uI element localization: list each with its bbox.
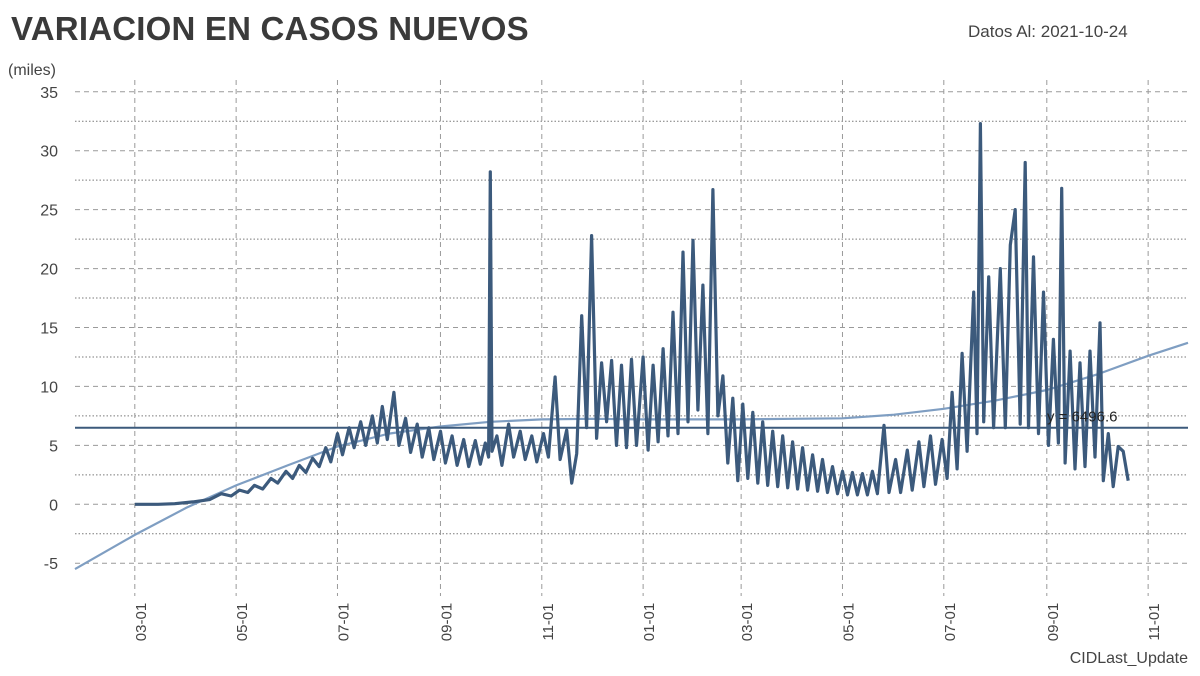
x-tick-label: 09-01	[438, 603, 455, 641]
x-tick-label: 05-01	[234, 603, 251, 641]
footer-label: CIDLast_Update	[1069, 650, 1188, 667]
y-tick-label: 10	[40, 379, 58, 396]
x-tick-label: 11-01	[540, 603, 557, 640]
x-gridlines	[134, 80, 1149, 596]
data-date-label: Datos Al: 2021-10-24	[968, 22, 1128, 41]
y-gridlines	[75, 91, 1188, 564]
x-tick-label: 07-01	[335, 603, 352, 641]
y-tick-label: 25	[40, 203, 58, 220]
x-tick-label: 01-01	[641, 603, 658, 641]
trend-line	[74, 341, 1189, 571]
page-title: VARIACION EN CASOS NUEVOS	[11, 10, 529, 47]
y-tick-label: 5	[49, 438, 58, 455]
y-tick-label: 20	[40, 262, 58, 279]
x-tick-label: 07-01	[942, 603, 959, 641]
y-tick-label: 35	[40, 85, 58, 102]
x-tick-label: 05-01	[840, 603, 857, 641]
y-tick-label: 30	[40, 144, 58, 161]
daily-cases-line	[134, 122, 1130, 506]
x-tick-label: 03-01	[739, 603, 756, 641]
y-tick-label: 0	[49, 497, 58, 514]
y-axis-unit-label: (miles)	[8, 62, 56, 79]
x-tick-label: 11-01	[1146, 603, 1163, 640]
mean-line-label: y = 6496.6	[1047, 409, 1117, 426]
y-tick-label: 15	[40, 321, 58, 338]
x-axis-ticks: 03-01 05-01 07-01 09-01 11-01 01-01 03-01 05-01…	[133, 603, 1163, 641]
y-axis-ticks: -5 0 5 10 15 20 25 30 35	[40, 85, 58, 573]
x-tick-label: 09-01	[1045, 603, 1062, 641]
y-tick-label: -5	[44, 556, 58, 573]
x-tick-label: 03-01	[133, 603, 150, 641]
